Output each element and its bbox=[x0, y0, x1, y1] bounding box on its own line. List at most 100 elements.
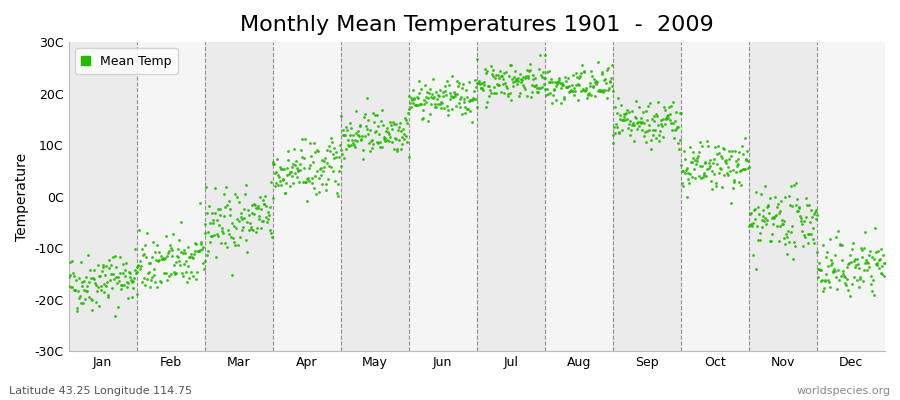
Point bbox=[202, 203, 216, 210]
Point bbox=[747, 207, 761, 214]
Point bbox=[734, 167, 749, 174]
Point bbox=[608, 104, 622, 110]
Point bbox=[99, 283, 113, 290]
Point bbox=[550, 79, 564, 85]
Point bbox=[106, 253, 121, 260]
Point bbox=[517, 82, 531, 88]
Point bbox=[762, 210, 777, 216]
Point bbox=[86, 275, 100, 282]
Point bbox=[806, 210, 821, 217]
Point bbox=[248, 210, 262, 217]
Point bbox=[262, 212, 276, 219]
Point bbox=[130, 263, 145, 270]
Point bbox=[217, 213, 231, 219]
Point bbox=[686, 148, 700, 155]
Point bbox=[227, 222, 241, 229]
Point bbox=[572, 75, 586, 81]
Point bbox=[778, 240, 792, 247]
Point bbox=[617, 114, 632, 120]
Point bbox=[652, 128, 667, 134]
Point bbox=[836, 268, 850, 274]
Point bbox=[815, 288, 830, 294]
Point bbox=[448, 93, 463, 100]
Point bbox=[501, 92, 516, 99]
Point bbox=[432, 86, 446, 93]
Point bbox=[526, 72, 541, 78]
Point bbox=[462, 79, 476, 85]
Point bbox=[627, 138, 642, 144]
Point bbox=[142, 269, 157, 275]
Point bbox=[720, 172, 734, 178]
Point bbox=[380, 125, 394, 131]
Point bbox=[376, 136, 391, 142]
Point bbox=[282, 171, 296, 177]
Point bbox=[665, 98, 680, 105]
Point bbox=[564, 82, 579, 88]
Point bbox=[205, 233, 220, 239]
Point bbox=[84, 275, 98, 282]
Point bbox=[339, 124, 354, 130]
Point bbox=[269, 180, 284, 186]
Point bbox=[503, 62, 517, 68]
Point bbox=[646, 132, 661, 138]
Point bbox=[128, 267, 142, 274]
Point bbox=[451, 82, 465, 89]
Point bbox=[774, 197, 788, 204]
Text: Latitude 43.25 Longitude 114.75: Latitude 43.25 Longitude 114.75 bbox=[9, 386, 192, 396]
Point bbox=[843, 293, 858, 299]
Point bbox=[640, 117, 654, 123]
Point bbox=[709, 161, 724, 168]
Point bbox=[710, 151, 724, 157]
Point bbox=[718, 157, 733, 163]
Point bbox=[788, 239, 802, 245]
Point bbox=[563, 88, 578, 94]
Point bbox=[590, 77, 604, 84]
Point bbox=[195, 259, 210, 266]
Point bbox=[321, 176, 336, 182]
Point bbox=[753, 191, 768, 198]
Point bbox=[497, 90, 511, 96]
Point bbox=[548, 83, 562, 89]
Point bbox=[338, 146, 353, 152]
Point bbox=[229, 225, 243, 232]
Point bbox=[355, 136, 369, 143]
Point bbox=[846, 258, 860, 264]
Point bbox=[403, 100, 418, 106]
Point bbox=[175, 270, 189, 276]
Point bbox=[662, 104, 676, 111]
Point bbox=[399, 133, 413, 139]
Point bbox=[442, 82, 456, 88]
Point bbox=[98, 272, 112, 278]
Point bbox=[457, 98, 472, 105]
Point bbox=[167, 271, 182, 278]
Point bbox=[586, 84, 600, 90]
Point bbox=[447, 88, 462, 95]
Point bbox=[413, 100, 428, 107]
Point bbox=[782, 192, 796, 199]
Point bbox=[555, 82, 570, 88]
Point bbox=[355, 133, 369, 139]
Point bbox=[141, 260, 156, 266]
Point bbox=[266, 159, 280, 165]
Point bbox=[701, 159, 716, 166]
Point bbox=[439, 78, 454, 85]
Point bbox=[278, 189, 293, 196]
Point bbox=[402, 93, 417, 99]
Point bbox=[69, 276, 84, 283]
Point bbox=[293, 146, 308, 153]
Point bbox=[289, 158, 303, 164]
Point bbox=[527, 74, 542, 81]
Point bbox=[372, 131, 386, 137]
Point bbox=[868, 225, 882, 232]
Point bbox=[687, 154, 701, 161]
Point bbox=[302, 164, 317, 171]
Point bbox=[435, 100, 449, 106]
Point bbox=[676, 168, 690, 174]
Point bbox=[344, 142, 358, 148]
Point bbox=[537, 86, 552, 92]
Point bbox=[844, 246, 859, 252]
Point bbox=[711, 142, 725, 149]
Point bbox=[586, 82, 600, 89]
Point bbox=[508, 76, 523, 83]
Point bbox=[797, 233, 812, 240]
